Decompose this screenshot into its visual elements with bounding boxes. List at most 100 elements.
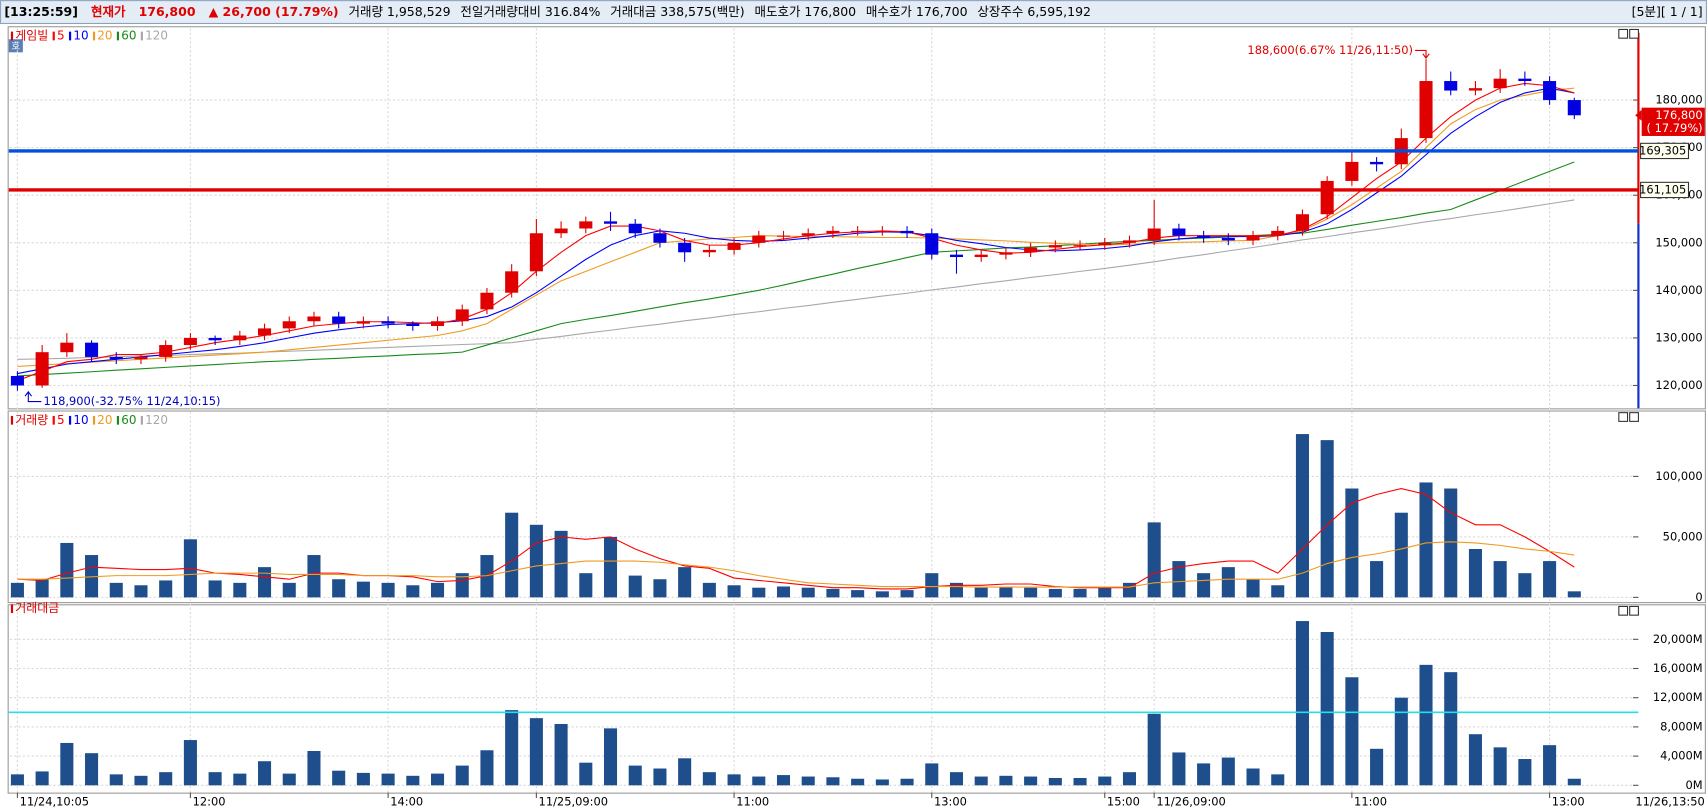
header-item: 거래량 1,958,529 [348, 4, 450, 19]
candle-body [1048, 245, 1062, 248]
bar [1370, 748, 1384, 786]
legend-label: 10 [73, 413, 88, 427]
candle-body [233, 335, 247, 341]
legend-marker [68, 31, 72, 41]
bar [258, 567, 272, 598]
candle-body [332, 316, 346, 324]
bar [1493, 747, 1507, 786]
reference-label: 169,305 [1639, 143, 1686, 157]
candle-body [603, 221, 618, 224]
last-price-label: 176,800 [1655, 108, 1702, 122]
candle-body [875, 230, 889, 232]
bar [999, 586, 1013, 598]
candle-body [1370, 161, 1384, 165]
bar [406, 585, 420, 598]
candle-body [85, 342, 99, 357]
candle-body [1271, 230, 1285, 236]
bar [159, 580, 173, 598]
candle-body [999, 252, 1013, 255]
bar [381, 582, 395, 598]
candle-body [1246, 235, 1260, 241]
candle-body [1444, 81, 1458, 91]
legend-marker [10, 415, 14, 425]
bar [1246, 768, 1260, 786]
bar [455, 573, 469, 598]
legend-label: 20 [97, 28, 112, 42]
legend-marker [140, 31, 143, 41]
close-button[interactable] [1629, 605, 1639, 616]
candle-body [653, 233, 667, 243]
bar [159, 772, 173, 786]
legend-marker [10, 604, 14, 613]
legend-marker [68, 415, 72, 425]
close-button[interactable] [1629, 28, 1639, 39]
candle-body [1567, 100, 1581, 116]
legend-marker [116, 415, 120, 425]
bar [1518, 573, 1532, 598]
x-tick-label: 11/25,09:00 [539, 794, 608, 808]
candle-body [1543, 81, 1557, 101]
bar [1543, 561, 1557, 598]
minimize-button[interactable] [1618, 28, 1629, 39]
bar [505, 512, 519, 598]
y-tick-label: 130,000 [1655, 330, 1702, 344]
minimize-button[interactable] [1618, 605, 1629, 616]
bar [999, 775, 1013, 786]
annotation: 118,900(-32.75% 11/24,10:15) [44, 394, 221, 408]
bar [776, 775, 791, 786]
bar [307, 750, 321, 786]
legend-label: 5 [57, 413, 65, 427]
candle-body [406, 323, 420, 327]
bar [1444, 672, 1458, 786]
bar [134, 585, 148, 598]
candle-body [480, 292, 494, 310]
candle-body [900, 230, 914, 234]
x-tick-label: 13:00 [934, 794, 967, 808]
candle-body [1295, 214, 1309, 231]
bar [85, 555, 99, 598]
minimize-button[interactable] [1618, 412, 1629, 422]
ma-line [17, 87, 1575, 367]
bar [1345, 677, 1359, 786]
bar [406, 775, 420, 786]
x-tick-label: 14:00 [390, 794, 423, 808]
candle-body [1122, 240, 1137, 243]
candle-body [356, 321, 370, 324]
candle-body [183, 337, 197, 346]
bar [85, 753, 99, 786]
candle-body [60, 342, 74, 353]
ma-line [17, 541, 1575, 588]
bar [1098, 776, 1112, 786]
candle-body [974, 254, 988, 258]
panel-title: 게임빌 [15, 28, 48, 42]
close-button[interactable] [1629, 412, 1639, 422]
header-right: [5분][ 1 / 1] [1632, 4, 1703, 19]
bar [579, 573, 593, 598]
panel-title: 거래대금 [15, 601, 59, 615]
candle-body [430, 321, 445, 327]
bar [1073, 778, 1087, 786]
legend-label: 10 [73, 28, 88, 42]
candle-body [579, 221, 593, 229]
header-item: 현재가 [91, 4, 126, 19]
x-tick-label: 12:00 [193, 794, 226, 808]
bar [282, 582, 296, 598]
bar [480, 750, 494, 786]
panel-controls[interactable] [1618, 28, 1639, 616]
last-price-change: ( 17.79%) [1647, 121, 1703, 135]
bar [1320, 632, 1334, 786]
bar [851, 778, 865, 786]
legend-label: 60 [121, 28, 136, 42]
candle-body [776, 235, 791, 237]
legend-marker [92, 31, 96, 41]
bar [332, 579, 346, 598]
bar [603, 728, 618, 786]
candle-body [1493, 78, 1507, 89]
legend-label: 120 [145, 413, 168, 427]
bar [183, 740, 197, 786]
bar [1073, 588, 1087, 598]
y-tick-label: 20,000M [1653, 632, 1703, 646]
header-item: 거래대금 338,575(백만) [610, 4, 744, 19]
candle-body [307, 316, 321, 322]
bar [1024, 587, 1038, 598]
